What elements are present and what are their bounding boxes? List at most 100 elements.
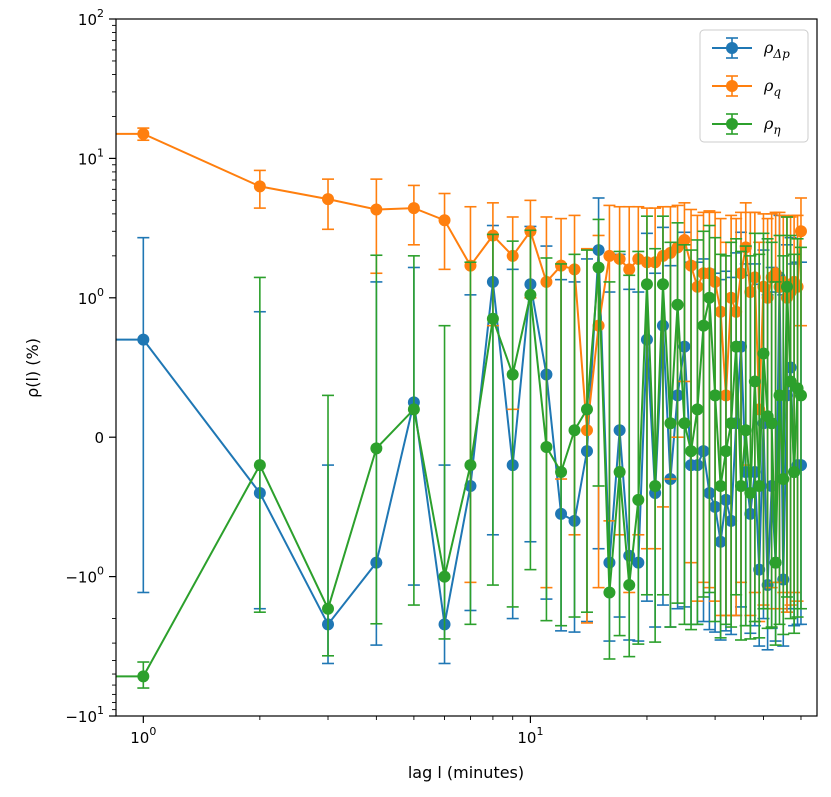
x-tick-label: 101 (517, 725, 543, 747)
legend-entry: ρη (712, 113, 781, 137)
error-bar (438, 192, 451, 271)
data-point (632, 493, 645, 506)
error-bar (761, 237, 774, 630)
data-point (725, 417, 738, 430)
data-point (780, 280, 793, 293)
data-point (407, 403, 420, 416)
data-point (603, 586, 616, 599)
error-bar (691, 239, 704, 626)
error-bar (664, 241, 677, 628)
plot-frame (115, 18, 818, 717)
data-point (640, 278, 653, 291)
error-bar (407, 255, 420, 606)
data-point (794, 225, 807, 238)
data-point (685, 445, 698, 458)
data-point (464, 459, 477, 472)
error-bar (719, 255, 732, 626)
y-axis-label: ρ(l) (%) (23, 338, 42, 398)
data-point (777, 473, 790, 486)
error-bar (253, 276, 266, 613)
error-bar (714, 253, 727, 639)
data-point (753, 479, 766, 492)
y-tick-label: 101 (78, 146, 104, 168)
data-point (735, 479, 748, 492)
data-point (656, 278, 669, 291)
error-bar (791, 237, 804, 618)
data-point (623, 263, 636, 276)
error-bar (678, 243, 691, 626)
data-point (322, 193, 335, 206)
data-point (744, 486, 757, 499)
data-point (540, 440, 553, 453)
series-2 (116, 215, 807, 689)
error-bar (580, 249, 593, 613)
error-bar (649, 247, 662, 643)
data-point (137, 333, 150, 346)
data-point (730, 340, 743, 353)
error-bar (613, 250, 626, 637)
data-point (137, 127, 150, 140)
legend-entry: ρq (712, 75, 781, 99)
data-point (649, 479, 662, 492)
error-bar (464, 261, 477, 626)
data-point (709, 389, 722, 402)
error-bar (671, 222, 684, 604)
data-point (748, 375, 761, 388)
error-bar (697, 230, 710, 598)
data-point (407, 202, 420, 215)
data-point (678, 233, 691, 246)
error-bar (794, 246, 807, 610)
error-bar (725, 241, 738, 628)
error-bar (137, 236, 150, 594)
y-tick-label: 0 (94, 429, 104, 447)
legend-items: ρΔp ρq ρη (712, 37, 790, 137)
data-point (773, 389, 786, 402)
data-point (703, 291, 716, 304)
data-point (678, 417, 691, 430)
error-bar (703, 224, 716, 594)
legend-label: ρq (763, 76, 781, 99)
error-bar (709, 236, 722, 623)
data-point (370, 203, 383, 216)
legend-entry: ρΔp (712, 37, 790, 61)
error-bar (632, 250, 645, 645)
data-point (438, 570, 451, 583)
data-point (757, 347, 770, 360)
data-point (739, 424, 752, 437)
legend-label: ρΔp (763, 38, 790, 61)
data-point (769, 267, 782, 280)
data-point (697, 319, 710, 332)
error-bar (524, 229, 537, 571)
series-layer (116, 127, 807, 689)
data-point (592, 261, 605, 274)
data-point (253, 459, 266, 472)
data-point (253, 180, 266, 193)
x-tick-label: 100 (130, 725, 156, 747)
y-tick-label: −101 (65, 704, 104, 726)
data-point (524, 288, 537, 301)
legend-marker (726, 80, 738, 92)
data-point (322, 602, 335, 615)
legend-marker (726, 42, 738, 54)
data-point (719, 445, 732, 458)
data-point (788, 466, 801, 479)
error-bar (555, 263, 568, 627)
data-point (506, 368, 519, 381)
data-point (623, 579, 636, 592)
data-point (794, 389, 807, 402)
y-tick-label: 100 (78, 286, 104, 308)
data-point (486, 312, 499, 325)
error-bar (685, 249, 698, 631)
error-bar (438, 324, 451, 640)
data-point (664, 417, 677, 430)
data-point (580, 403, 593, 416)
error-bar (407, 184, 420, 246)
data-point (370, 442, 383, 455)
x-axis-label: lag l (minutes) (408, 763, 524, 782)
error-bar (623, 274, 636, 658)
data-point (671, 298, 684, 311)
error-bar (506, 240, 519, 608)
error-bar (540, 257, 553, 622)
data-point (691, 403, 704, 416)
